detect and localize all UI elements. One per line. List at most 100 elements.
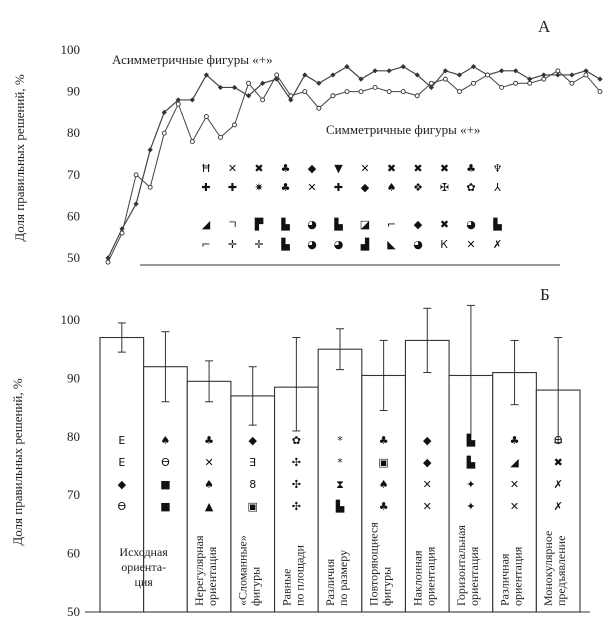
figure-glyph: ♣ [510, 434, 520, 447]
category-label: Различия [323, 558, 337, 606]
series-point [400, 89, 406, 95]
figure-glyph: ◢ [202, 218, 211, 231]
figure-glyph: ◕ [334, 238, 344, 251]
figure-glyph: 8 [249, 478, 256, 491]
series-point [456, 72, 463, 78]
series-point [344, 89, 350, 95]
bar [361, 374, 407, 613]
figure-glyph: ◆ [361, 181, 370, 194]
figure-glyph: ✗ [493, 238, 502, 251]
figure-glyph: ♠ [387, 181, 397, 194]
category-label: Нерегулярная [192, 535, 206, 606]
figure-glyph: E [118, 434, 125, 447]
figure-glyph: ✣ [292, 456, 301, 469]
figure-glyph: ⅄ [494, 181, 501, 194]
series-point [302, 89, 308, 95]
figure-glyph: ▙ [280, 217, 290, 231]
panel-a-y-tick-label: 50 [67, 250, 80, 265]
category-label: ориентация [511, 546, 525, 606]
series-point [175, 97, 181, 103]
series-point [541, 76, 547, 82]
series-point [302, 72, 308, 78]
series-point [330, 72, 336, 78]
category-label: ция [134, 575, 153, 589]
bar [404, 339, 450, 613]
figure-glyph: ✕ [360, 162, 369, 175]
figure-glyph: ■ [160, 500, 170, 513]
figure-glyph: ♣ [466, 162, 476, 175]
series-point [442, 76, 448, 82]
series-point [260, 97, 266, 103]
category-label: по размеру [336, 550, 350, 606]
figure-glyph: ◆ [118, 478, 127, 491]
figure-glyph: ♣ [281, 181, 291, 194]
series-point [330, 93, 336, 99]
series-point [175, 101, 181, 107]
series-point [161, 109, 167, 115]
series-point [470, 64, 477, 70]
figure-glyph: ⌐ [387, 218, 396, 231]
series-point [147, 147, 153, 153]
figure-glyph: Ħ [201, 162, 211, 175]
panel-a-y-axis-label: Доля правильных решений, % [12, 74, 27, 242]
figure-glyph: ✛ [228, 238, 237, 251]
figure-glyph: ▙ [466, 433, 476, 447]
figure-glyph: ▙ [466, 455, 476, 469]
category-label: Различная [498, 553, 512, 606]
figure-glyph: ㄱ [227, 218, 237, 231]
figure-glyph: ✗ [554, 478, 563, 491]
category-label: предъявление [554, 536, 568, 606]
figure-glyph: ▟ [360, 237, 370, 251]
figure-glyph: ♣ [379, 434, 389, 447]
figure-glyph: ■ [160, 478, 170, 491]
figure-glyph: ▣ [378, 456, 388, 469]
panel-a-y-tick-label: 60 [67, 208, 80, 223]
panel-a-y-ticks: 50 60 70 80 90 100 [61, 42, 81, 265]
series-point [597, 89, 603, 95]
panel-b-figure-glyphs: EE ◆ ϴ ♠ ϴ ■ ■ ♣ ✕ ♠ ▲ ◆ Ǝ 8 ▣ ✿ ✣ ✣ ✣ * * ⧗ ▙ ♣ ▣ ♠ ♣ ◆ ◆ ✕ ✕ ▙ ▙ ✦ ✦ ♣ ◢ ✕ ✕… [117, 433, 562, 513]
bar [99, 336, 145, 613]
figure-glyph: ✣ [292, 478, 301, 491]
series-point [555, 72, 561, 78]
figure-glyph: ◕ [466, 218, 476, 231]
figure-glyph: ✖ [413, 162, 422, 175]
series-point [541, 72, 547, 78]
figure-glyph: ▙ [333, 217, 343, 231]
figure-glyph: ✖ [554, 456, 563, 469]
series-point [499, 68, 505, 74]
figure-glyph: ◆ [414, 218, 423, 231]
figure-glyph: ✖ [440, 218, 449, 231]
figure-glyph: ⌐ [201, 238, 210, 251]
series-point [161, 130, 167, 136]
figure-glyph: ✿ [292, 434, 301, 447]
figure-glyph: ❖ [413, 181, 423, 194]
figure-glyph: ◕ [307, 218, 317, 231]
panel-b-y-tick-label: 90 [67, 370, 80, 385]
series-point [583, 72, 589, 78]
series-point [513, 80, 519, 86]
figure-glyph: ♣ [379, 500, 389, 513]
series-point [597, 76, 603, 82]
figure-glyph: ✚ [334, 181, 343, 194]
figure-glyph: ✕ [204, 456, 213, 469]
series-point [358, 76, 364, 82]
panel-a-y-tick-label: 80 [67, 125, 80, 140]
category-label: ориентация [423, 546, 437, 606]
series-label-asymmetric: Асимметричные фигуры «+» [112, 52, 273, 67]
figure-glyph: ▲ [205, 500, 214, 513]
series-point [217, 84, 224, 91]
category-label: Горизонтальная [454, 525, 468, 606]
series-point [372, 68, 378, 74]
figure-glyph: ◕ [307, 238, 317, 251]
figure-glyph: E [118, 456, 125, 469]
figure-glyph: ϴ [161, 456, 170, 469]
figure-glyph: ϴ [117, 500, 126, 513]
figure-glyph: ◆ [423, 456, 432, 469]
panel-b-label: Б [540, 285, 550, 304]
series-point [400, 64, 406, 70]
series-point [428, 84, 434, 91]
series-point [316, 80, 322, 86]
series-point [428, 80, 434, 86]
series-label-symmetric: Симметричные фигуры «+» [326, 122, 480, 137]
series-point [274, 72, 280, 78]
